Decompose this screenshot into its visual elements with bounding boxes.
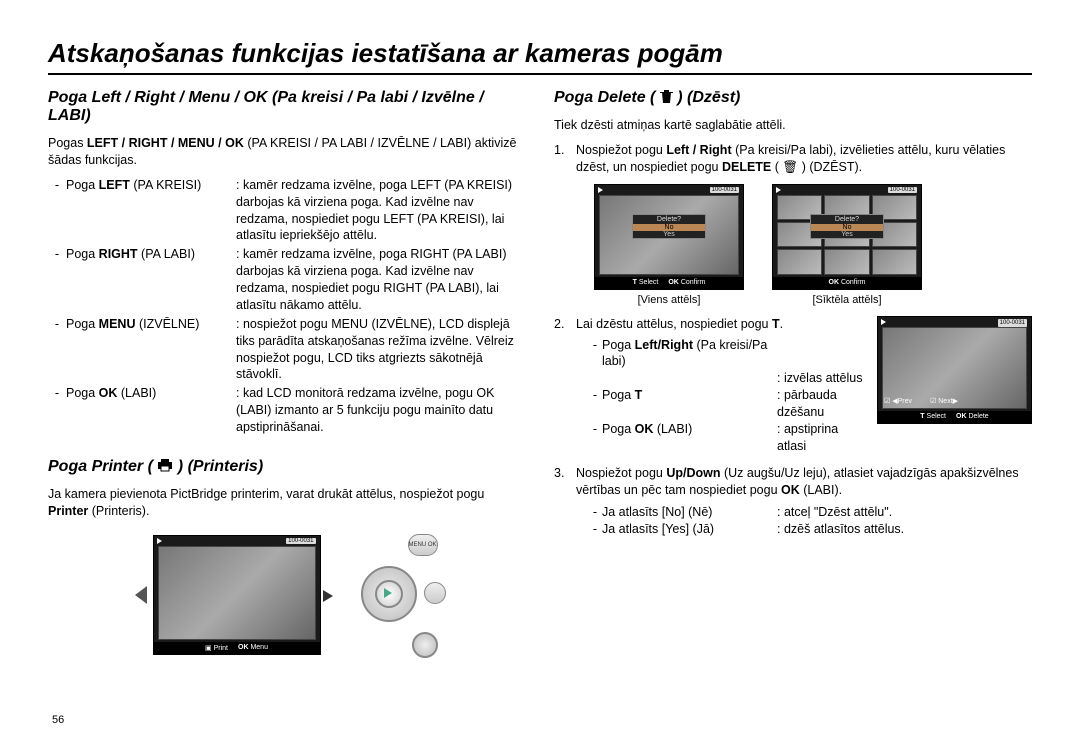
delete-hint: OK Delete bbox=[956, 412, 989, 421]
page-number: 56 bbox=[52, 714, 64, 726]
caption-single: [Viens attēls] bbox=[594, 294, 744, 306]
confirm-hint: OK Confirm bbox=[829, 279, 866, 286]
file-counter: 100-0031 bbox=[710, 187, 739, 193]
def-left: - Poga LEFT (PA KREISI) : kamēr redzama … bbox=[48, 177, 526, 245]
printer-icon bbox=[157, 458, 173, 472]
arrow-indicator-icon bbox=[323, 590, 333, 602]
step2-row-ok: - Poga OK (LABI) : apstiprina atlasi bbox=[588, 421, 869, 455]
file-counter: 100-0031 bbox=[286, 538, 315, 544]
right-column: Poga Delete ( ) (Dzēst) Tiek dzēsti atmi… bbox=[554, 89, 1032, 660]
caption-thumb: [Sīktēla attēls] bbox=[772, 294, 922, 306]
play-icon bbox=[776, 187, 781, 193]
left-column: Poga Left / Right / Menu / OK (Pa kreisi… bbox=[48, 89, 526, 660]
menu-ok-button[interactable]: MENU OK bbox=[408, 534, 438, 556]
delete-figures: 100-0031 Delete? No Yes T Select OK Conf… bbox=[594, 184, 1032, 306]
ok-hint: OK Menu bbox=[238, 644, 268, 651]
file-counter: 100-0031 bbox=[998, 319, 1027, 327]
select-hint: T Select bbox=[920, 412, 946, 421]
play-icon bbox=[598, 187, 603, 193]
step-1: 1. Nospiežot pogu Left / Right (Pa kreis… bbox=[554, 142, 1032, 176]
dialog-no[interactable]: No bbox=[633, 224, 705, 231]
printer-text: Ja kamera pievienota PictBridge printeri… bbox=[48, 486, 526, 520]
printer-figure: 100-0031 ▣ Print OK Menu MENU OK bbox=[48, 530, 526, 660]
section-heading-delete: Poga Delete ( ) (Dzēst) bbox=[554, 89, 1032, 107]
aux-button[interactable] bbox=[412, 632, 438, 658]
select-hint: T Select bbox=[633, 279, 659, 286]
section-heading-navigation: Poga Left / Right / Menu / OK (Pa kreisi… bbox=[48, 89, 526, 125]
lcd-thumbnail-grid: 100-0031 Delete? No Yes OK Confirm bbox=[772, 184, 922, 290]
step3-yes: - Ja atlasīts [Yes] (Jā) : dzēš atlasīto… bbox=[588, 521, 1032, 538]
side-button[interactable] bbox=[424, 582, 446, 604]
two-column-layout: Poga Left / Right / Menu / OK (Pa kreisi… bbox=[48, 89, 1032, 660]
prev-next-overlay: ☑ ◀Prev ☑ Next▶ bbox=[884, 397, 958, 406]
def-menu: - Poga MENU (IZVĒLNE) : nospiežot pogu M… bbox=[48, 316, 526, 384]
lcd-select-delete: 100-0031 ☑ ◀Prev ☑ Next▶ T Select OK Del… bbox=[877, 316, 1032, 424]
photo-placeholder bbox=[158, 546, 316, 640]
step-3: 3. Nospiežot pogu Up/Down (Uz augšu/Uz l… bbox=[554, 465, 1032, 539]
nav-definition-list: - Poga LEFT (PA KREISI) : kamēr redzama … bbox=[48, 177, 526, 436]
delete-steps: 1. Nospiežot pogu Left / Right (Pa kreis… bbox=[554, 142, 1032, 176]
play-icon bbox=[157, 538, 162, 544]
dialog-no[interactable]: No bbox=[811, 224, 883, 231]
def-ok: - Poga OK (LABI) : kad LCD monitorā redz… bbox=[48, 385, 526, 436]
nav-intro-text: Pogas LEFT / RIGHT / MENU / OK (PA KREIS… bbox=[48, 135, 526, 169]
print-hint: ▣ Print bbox=[205, 644, 228, 652]
confirm-hint: OK Confirm bbox=[668, 279, 705, 286]
file-counter: 100-0031 bbox=[888, 187, 917, 193]
dialog-yes[interactable]: Yes bbox=[811, 231, 883, 238]
step-2: 2. Lai dzēstu attēlus, nospiediet pogu T… bbox=[554, 316, 1032, 455]
lcd-preview-print: 100-0031 ▣ Print OK Menu bbox=[153, 535, 321, 655]
lcd-single-image: 100-0031 Delete? No Yes T Select OK Conf… bbox=[594, 184, 744, 290]
delete-dialog: Delete? No Yes bbox=[810, 214, 884, 239]
arrow-left-icon bbox=[135, 586, 147, 604]
play-icon bbox=[881, 319, 886, 325]
def-right: - Poga RIGHT (PA LABI) : kamēr redzama i… bbox=[48, 246, 526, 314]
trash-icon bbox=[660, 89, 673, 104]
section-heading-printer: Poga Printer ( ) (Printeris) bbox=[48, 458, 526, 476]
delete-dialog: Delete? No Yes bbox=[632, 214, 706, 239]
page-title: Atskaņošanas funkcijas iestatīšana ar ka… bbox=[48, 38, 1032, 75]
play-mark-icon bbox=[384, 588, 392, 598]
dialog-yes[interactable]: Yes bbox=[633, 231, 705, 238]
step2-row-lr: - Poga Left/Right (Pa kreisi/Pa labi) bbox=[588, 337, 869, 371]
camera-dpad: MENU OK bbox=[335, 530, 440, 660]
step3-no: - Ja atlasīts [No] (Nē) : atceļ "Dzēst a… bbox=[588, 504, 1032, 521]
step2-row-t: - Poga T : pārbauda dzēšanu bbox=[588, 387, 869, 421]
delete-intro: Tiek dzēsti atmiņas kartē saglabātie att… bbox=[554, 117, 1032, 134]
